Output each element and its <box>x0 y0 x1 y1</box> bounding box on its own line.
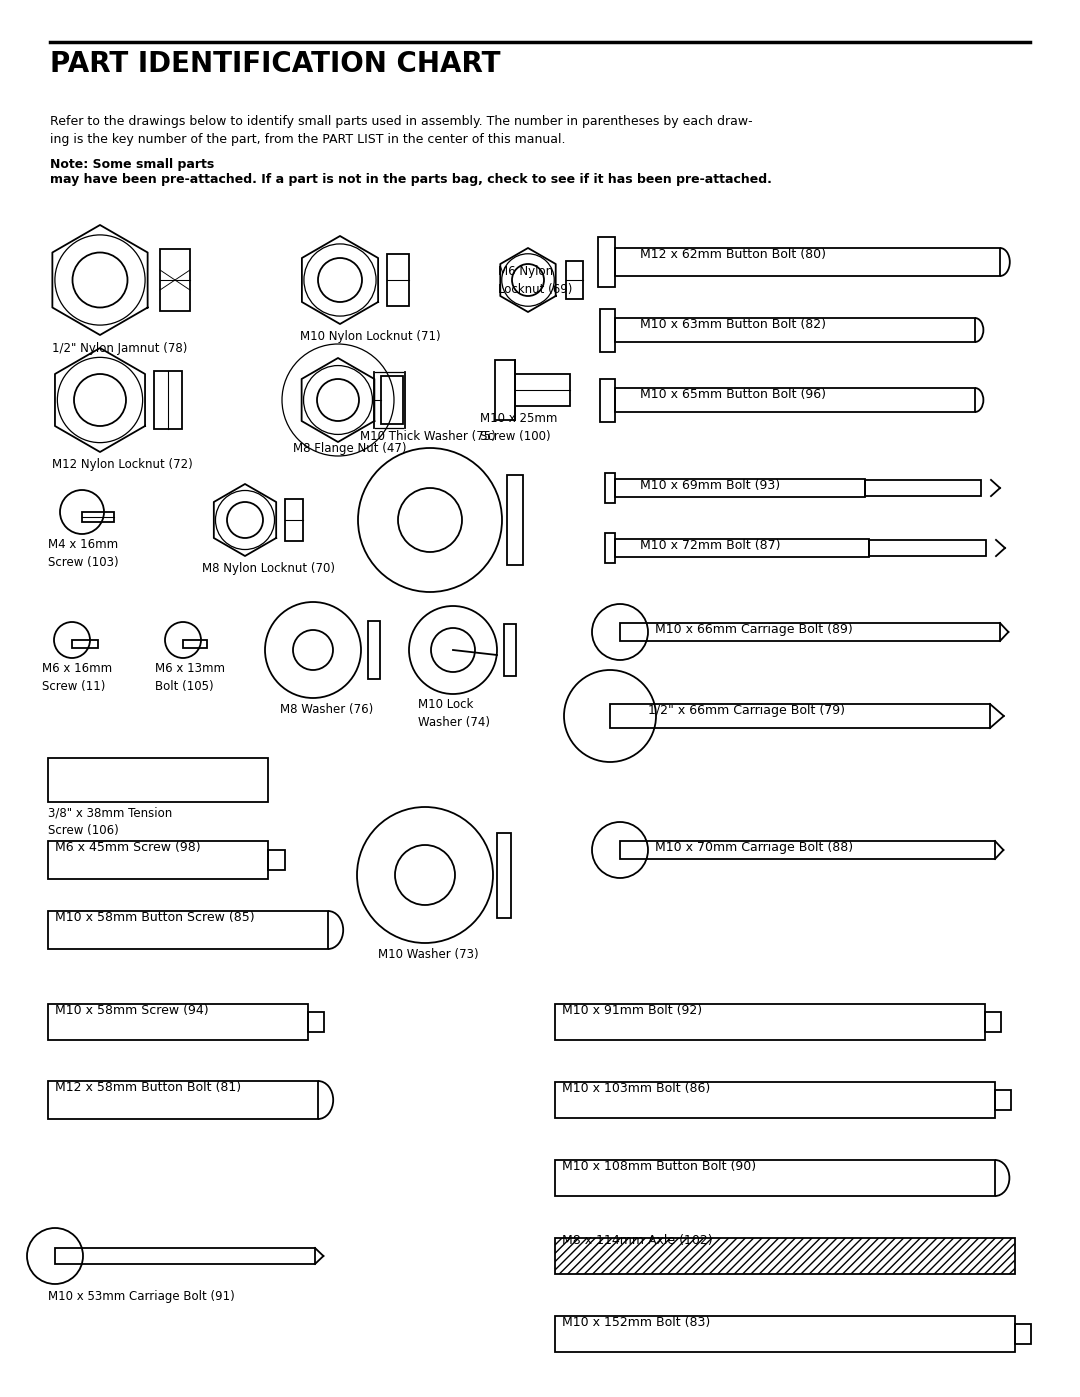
Text: M10 x 69mm Bolt (93): M10 x 69mm Bolt (93) <box>640 479 780 492</box>
Bar <box>285 499 303 541</box>
Text: M10 Washer (73): M10 Washer (73) <box>378 949 478 961</box>
Text: may have been pre-attached. If a part is not in the parts bag, check to see if i: may have been pre-attached. If a part is… <box>50 173 772 186</box>
Text: M10 x 63mm Button Bolt (82): M10 x 63mm Button Bolt (82) <box>640 319 826 331</box>
Text: M8 Washer (76): M8 Washer (76) <box>280 703 374 717</box>
Text: 1/2" x 66mm Carriage Bolt (79): 1/2" x 66mm Carriage Bolt (79) <box>648 704 845 717</box>
Bar <box>48 759 268 802</box>
Text: M4 x 16mm
Screw (103): M4 x 16mm Screw (103) <box>48 538 119 569</box>
Bar <box>615 388 975 412</box>
Bar <box>381 376 403 425</box>
Text: M6 Nylon
Locknut (69): M6 Nylon Locknut (69) <box>498 265 572 296</box>
Text: M12 x 62mm Button Bolt (80): M12 x 62mm Button Bolt (80) <box>640 249 826 261</box>
Bar <box>55 1248 315 1264</box>
Text: M10 x 58mm Screw (94): M10 x 58mm Screw (94) <box>55 1004 208 1017</box>
Text: M10 x 108mm Button Bolt (90): M10 x 108mm Button Bolt (90) <box>562 1160 756 1173</box>
Bar <box>504 624 516 676</box>
Text: 3/8" x 38mm Tension
Screw (106): 3/8" x 38mm Tension Screw (106) <box>48 806 172 837</box>
Bar <box>268 849 285 870</box>
Bar <box>605 534 615 563</box>
Text: M10 x 152mm Bolt (83): M10 x 152mm Bolt (83) <box>562 1316 711 1329</box>
Text: M6 x 45mm Screw (98): M6 x 45mm Screw (98) <box>55 841 201 854</box>
Bar <box>495 360 515 420</box>
Bar <box>615 479 865 497</box>
Text: M6 x 13mm
Bolt (105): M6 x 13mm Bolt (105) <box>156 662 225 693</box>
Bar <box>610 704 990 728</box>
Text: M12 Nylon Locknut (72): M12 Nylon Locknut (72) <box>52 458 192 471</box>
Bar <box>507 475 523 564</box>
Bar <box>72 640 98 648</box>
Text: Refer to the drawings below to identify small parts used in assembly. The number: Refer to the drawings below to identify … <box>50 115 753 147</box>
Text: M6 x 16mm
Screw (11): M6 x 16mm Screw (11) <box>42 662 112 693</box>
Bar <box>160 249 190 312</box>
Bar <box>995 1090 1011 1109</box>
Bar <box>597 237 615 286</box>
Bar <box>555 1004 985 1039</box>
Bar <box>48 911 328 949</box>
Bar <box>183 640 207 648</box>
Bar <box>497 833 511 918</box>
Bar <box>48 1081 318 1119</box>
Bar <box>865 481 981 496</box>
Text: M10 x 25mm
Screw (100): M10 x 25mm Screw (100) <box>480 412 557 443</box>
Text: M12 x 58mm Button Bolt (81): M12 x 58mm Button Bolt (81) <box>55 1081 241 1094</box>
Text: M8 x 114mm Axle (102): M8 x 114mm Axle (102) <box>562 1234 713 1248</box>
Text: M10 x 58mm Button Screw (85): M10 x 58mm Button Screw (85) <box>55 911 255 923</box>
Bar <box>555 1316 1015 1352</box>
Bar <box>48 841 268 879</box>
Bar <box>600 379 615 422</box>
Bar <box>615 319 975 342</box>
Bar <box>605 474 615 503</box>
Bar <box>1015 1324 1031 1344</box>
Text: M10 x 53mm Carriage Bolt (91): M10 x 53mm Carriage Bolt (91) <box>48 1289 234 1303</box>
Bar <box>985 1011 1001 1032</box>
Bar <box>387 254 409 306</box>
Text: M8 Flange Nut (47): M8 Flange Nut (47) <box>293 441 406 455</box>
Bar <box>515 374 570 407</box>
Bar <box>555 1160 995 1196</box>
Bar <box>615 249 1000 277</box>
Bar <box>82 511 114 522</box>
Bar <box>615 539 868 557</box>
Text: M10 x 72mm Bolt (87): M10 x 72mm Bolt (87) <box>640 539 781 552</box>
Bar <box>308 1011 324 1032</box>
Text: M10 Thick Washer (75): M10 Thick Washer (75) <box>360 430 496 443</box>
Text: M10 x 66mm Carriage Bolt (89): M10 x 66mm Carriage Bolt (89) <box>654 623 853 636</box>
Text: M10 x 70mm Carriage Bolt (88): M10 x 70mm Carriage Bolt (88) <box>654 841 853 854</box>
Text: M10 Nylon Locknut (71): M10 Nylon Locknut (71) <box>300 330 441 344</box>
Text: M10 x 91mm Bolt (92): M10 x 91mm Bolt (92) <box>562 1004 702 1017</box>
Text: M8 Nylon Locknut (70): M8 Nylon Locknut (70) <box>202 562 335 576</box>
Text: PART IDENTIFICATION CHART: PART IDENTIFICATION CHART <box>50 50 500 78</box>
Bar <box>566 261 582 299</box>
Bar <box>620 623 1000 641</box>
Text: 1/2" Nylon Jamnut (78): 1/2" Nylon Jamnut (78) <box>52 342 187 355</box>
Bar <box>600 309 615 352</box>
Bar <box>620 841 995 859</box>
Text: M10 Lock
Washer (74): M10 Lock Washer (74) <box>418 698 490 729</box>
Bar <box>555 1238 1015 1274</box>
Bar <box>368 622 380 679</box>
Text: M10 x 65mm Button Bolt (96): M10 x 65mm Button Bolt (96) <box>640 388 826 401</box>
Bar <box>154 372 183 429</box>
Text: Note: Some small parts: Note: Some small parts <box>50 158 214 170</box>
Bar <box>48 1004 308 1039</box>
Text: M10 x 103mm Bolt (86): M10 x 103mm Bolt (86) <box>562 1083 711 1095</box>
Bar <box>868 539 986 556</box>
Bar <box>555 1083 995 1118</box>
